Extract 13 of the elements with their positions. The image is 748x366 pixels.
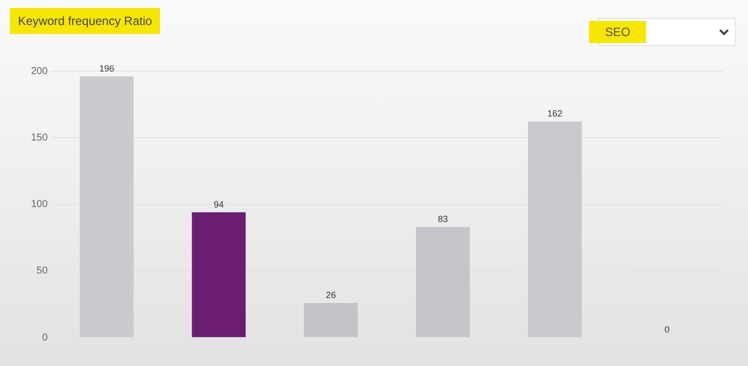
data-label: 83 [438,214,448,224]
y-tick-label: 150 [30,132,48,144]
chart-title: Keyword frequency Ratio [10,8,160,34]
data-label: 196 [99,63,114,74]
data-label: 94 [214,199,224,210]
y-tick-label: 0 [42,332,48,344]
y-tick-label: 100 [30,199,48,210]
data-label: 26 [326,290,336,300]
text: SEO [589,21,646,43]
y-tick-label: 50 [36,266,48,277]
data-label: 162 [547,108,562,119]
data-label: 0 [664,324,670,335]
y-tick-label: 200 [30,66,48,77]
